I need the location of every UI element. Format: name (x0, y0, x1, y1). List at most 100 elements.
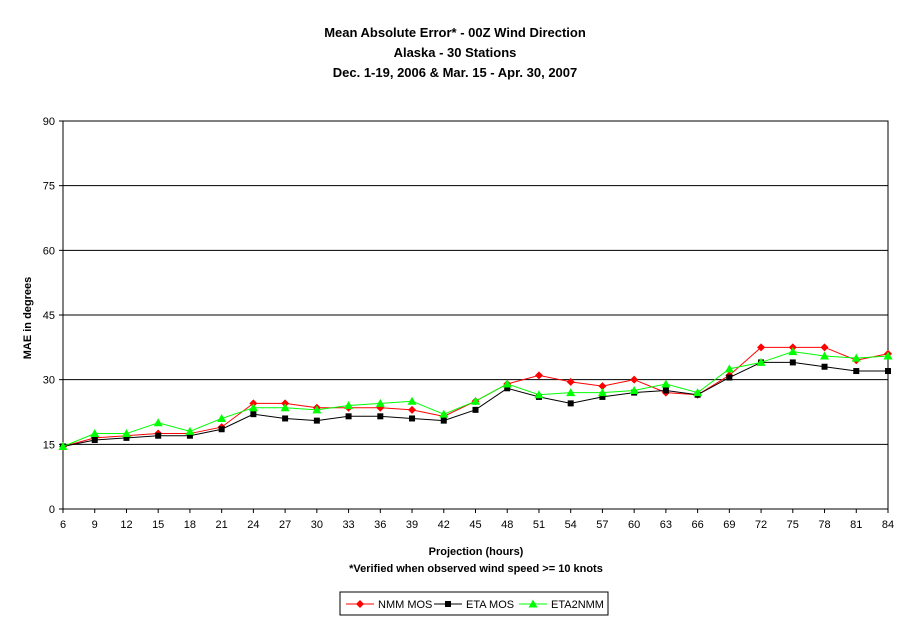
x-tick-label: 75 (787, 519, 799, 531)
data-point-eta2nmm (629, 385, 639, 394)
y-tick-label: 0 (49, 504, 55, 516)
data-point-eta2nmm (312, 405, 322, 414)
legend-label-eta-mos: ETA MOS (466, 599, 514, 611)
data-point-eta2nmm (756, 357, 766, 366)
legend: NMM MOS ETA MOS ETA2NMM (339, 591, 609, 616)
data-point-eta2nmm (153, 418, 163, 427)
series-layer (58, 343, 893, 451)
legend-marker-eta2nmm (528, 599, 538, 608)
data-point-eta2nmm (439, 409, 449, 418)
chart-title: Mean Absolute Error* - 00Z Wind Directio… (324, 25, 586, 40)
data-point-eta2nmm (693, 388, 703, 397)
legend-entry-nmm-mos: NMM MOS (346, 599, 432, 611)
x-tick-label: 6 (60, 519, 66, 531)
x-tick-label: 27 (279, 519, 291, 531)
data-point-eta-mos (91, 437, 98, 444)
chart-titles: Mean Absolute Error* - 00Z Wind Directio… (324, 25, 586, 80)
data-point-eta-mos (821, 363, 828, 370)
legend-box (339, 591, 609, 616)
data-point-eta-mos (853, 368, 860, 375)
data-point-eta-mos (726, 374, 733, 381)
data-point-nmm-mos (757, 343, 766, 352)
data-point-eta2nmm (375, 398, 385, 407)
legend-marker-eta-mos (445, 601, 451, 607)
y-tick-label: 45 (43, 310, 55, 322)
data-point-eta-mos (186, 432, 193, 439)
data-point-eta-mos (123, 434, 130, 441)
x-tick-label: 54 (565, 519, 577, 531)
x-tick-label: 78 (818, 519, 830, 531)
data-point-eta2nmm (280, 403, 290, 412)
data-point-eta2nmm (185, 426, 195, 435)
data-point-eta2nmm (407, 396, 417, 405)
x-axis-ticks: 6 9 12 15 18 21 24 27 30 33 36 39 42 45 48 51 54 57 60 63 66… (60, 509, 894, 531)
data-point-eta2nmm (471, 396, 480, 405)
data-point-eta2nmm (566, 388, 576, 397)
x-tick-label: 57 (596, 519, 608, 531)
data-point-eta-mos (789, 359, 796, 366)
gridlines (63, 185, 888, 445)
y-tick-label: 75 (43, 181, 55, 193)
data-point-eta2nmm (121, 429, 131, 438)
y-tick-label: 30 (43, 375, 55, 387)
chart-subtitle-dates: Dec. 1-19, 2006 & Mar. 15 - Apr. 30, 200… (333, 65, 578, 80)
data-point-nmm-mos (566, 377, 575, 386)
y-axis-ticks: 0 15 30 45 60 75 90 (43, 116, 63, 516)
x-tick-label: 18 (184, 519, 196, 531)
data-point-eta-mos (599, 393, 606, 400)
x-tick-label: 24 (247, 519, 259, 531)
data-point-eta-mos (662, 387, 669, 394)
data-point-eta2nmm (724, 364, 734, 373)
data-point-eta-mos (218, 426, 225, 433)
x-tick-label: 60 (628, 519, 640, 531)
legend-marker-nmm-mos (356, 600, 364, 608)
legend-entry-eta-mos: ETA MOS (434, 599, 514, 611)
x-tick-label: 21 (216, 519, 228, 531)
x-tick-label: 42 (438, 519, 450, 531)
data-point-eta-mos (377, 413, 384, 420)
legend-label-nmm-mos: NMM MOS (378, 599, 432, 611)
legend-label-eta2nmm: ETA2NMM (551, 599, 604, 611)
data-point-eta2nmm (851, 353, 861, 362)
x-tick-label: 36 (374, 519, 386, 531)
x-tick-label: 45 (469, 519, 481, 531)
data-point-eta2nmm (820, 351, 830, 360)
data-point-eta-mos (885, 368, 891, 375)
x-tick-label: 63 (660, 519, 672, 531)
legend-entry-eta2nmm: ETA2NMM (519, 599, 604, 611)
data-point-eta-mos (155, 432, 162, 439)
data-point-eta-mos (313, 417, 320, 424)
x-tick-label: 39 (406, 519, 418, 531)
y-tick-label: 90 (43, 116, 55, 128)
data-point-eta-mos (282, 415, 289, 422)
x-tick-label: 72 (755, 519, 767, 531)
data-point-eta2nmm (883, 351, 893, 360)
data-point-eta-mos (567, 400, 574, 407)
data-point-eta-mos (409, 415, 416, 422)
y-tick-label: 60 (43, 245, 55, 257)
series-eta2nmm (58, 347, 893, 450)
y-axis-label: MAE in degrees (22, 277, 34, 360)
data-point-eta-mos (504, 385, 511, 392)
x-tick-label: 12 (120, 519, 132, 531)
data-point-nmm-mos (630, 375, 639, 384)
data-point-eta2nmm (502, 379, 512, 388)
data-point-eta2nmm (248, 403, 258, 412)
data-point-eta2nmm (58, 441, 68, 450)
data-point-eta2nmm (90, 429, 100, 438)
y-tick-label: 15 (43, 439, 55, 451)
x-tick-label: 15 (152, 519, 164, 531)
x-tick-label: 69 (723, 519, 735, 531)
data-point-nmm-mos (598, 382, 607, 391)
data-point-eta2nmm (661, 379, 671, 388)
data-point-nmm-mos (534, 371, 543, 380)
data-point-eta2nmm (534, 390, 544, 399)
x-tick-label: 81 (850, 519, 862, 531)
data-point-nmm-mos (408, 405, 417, 414)
data-point-eta-mos (250, 411, 257, 418)
x-tick-label: 48 (501, 519, 513, 531)
data-point-eta-mos (472, 406, 479, 413)
x-tick-label: 33 (342, 519, 354, 531)
x-axis-label: Projection (hours) (429, 546, 524, 558)
data-point-eta2nmm (217, 413, 227, 422)
